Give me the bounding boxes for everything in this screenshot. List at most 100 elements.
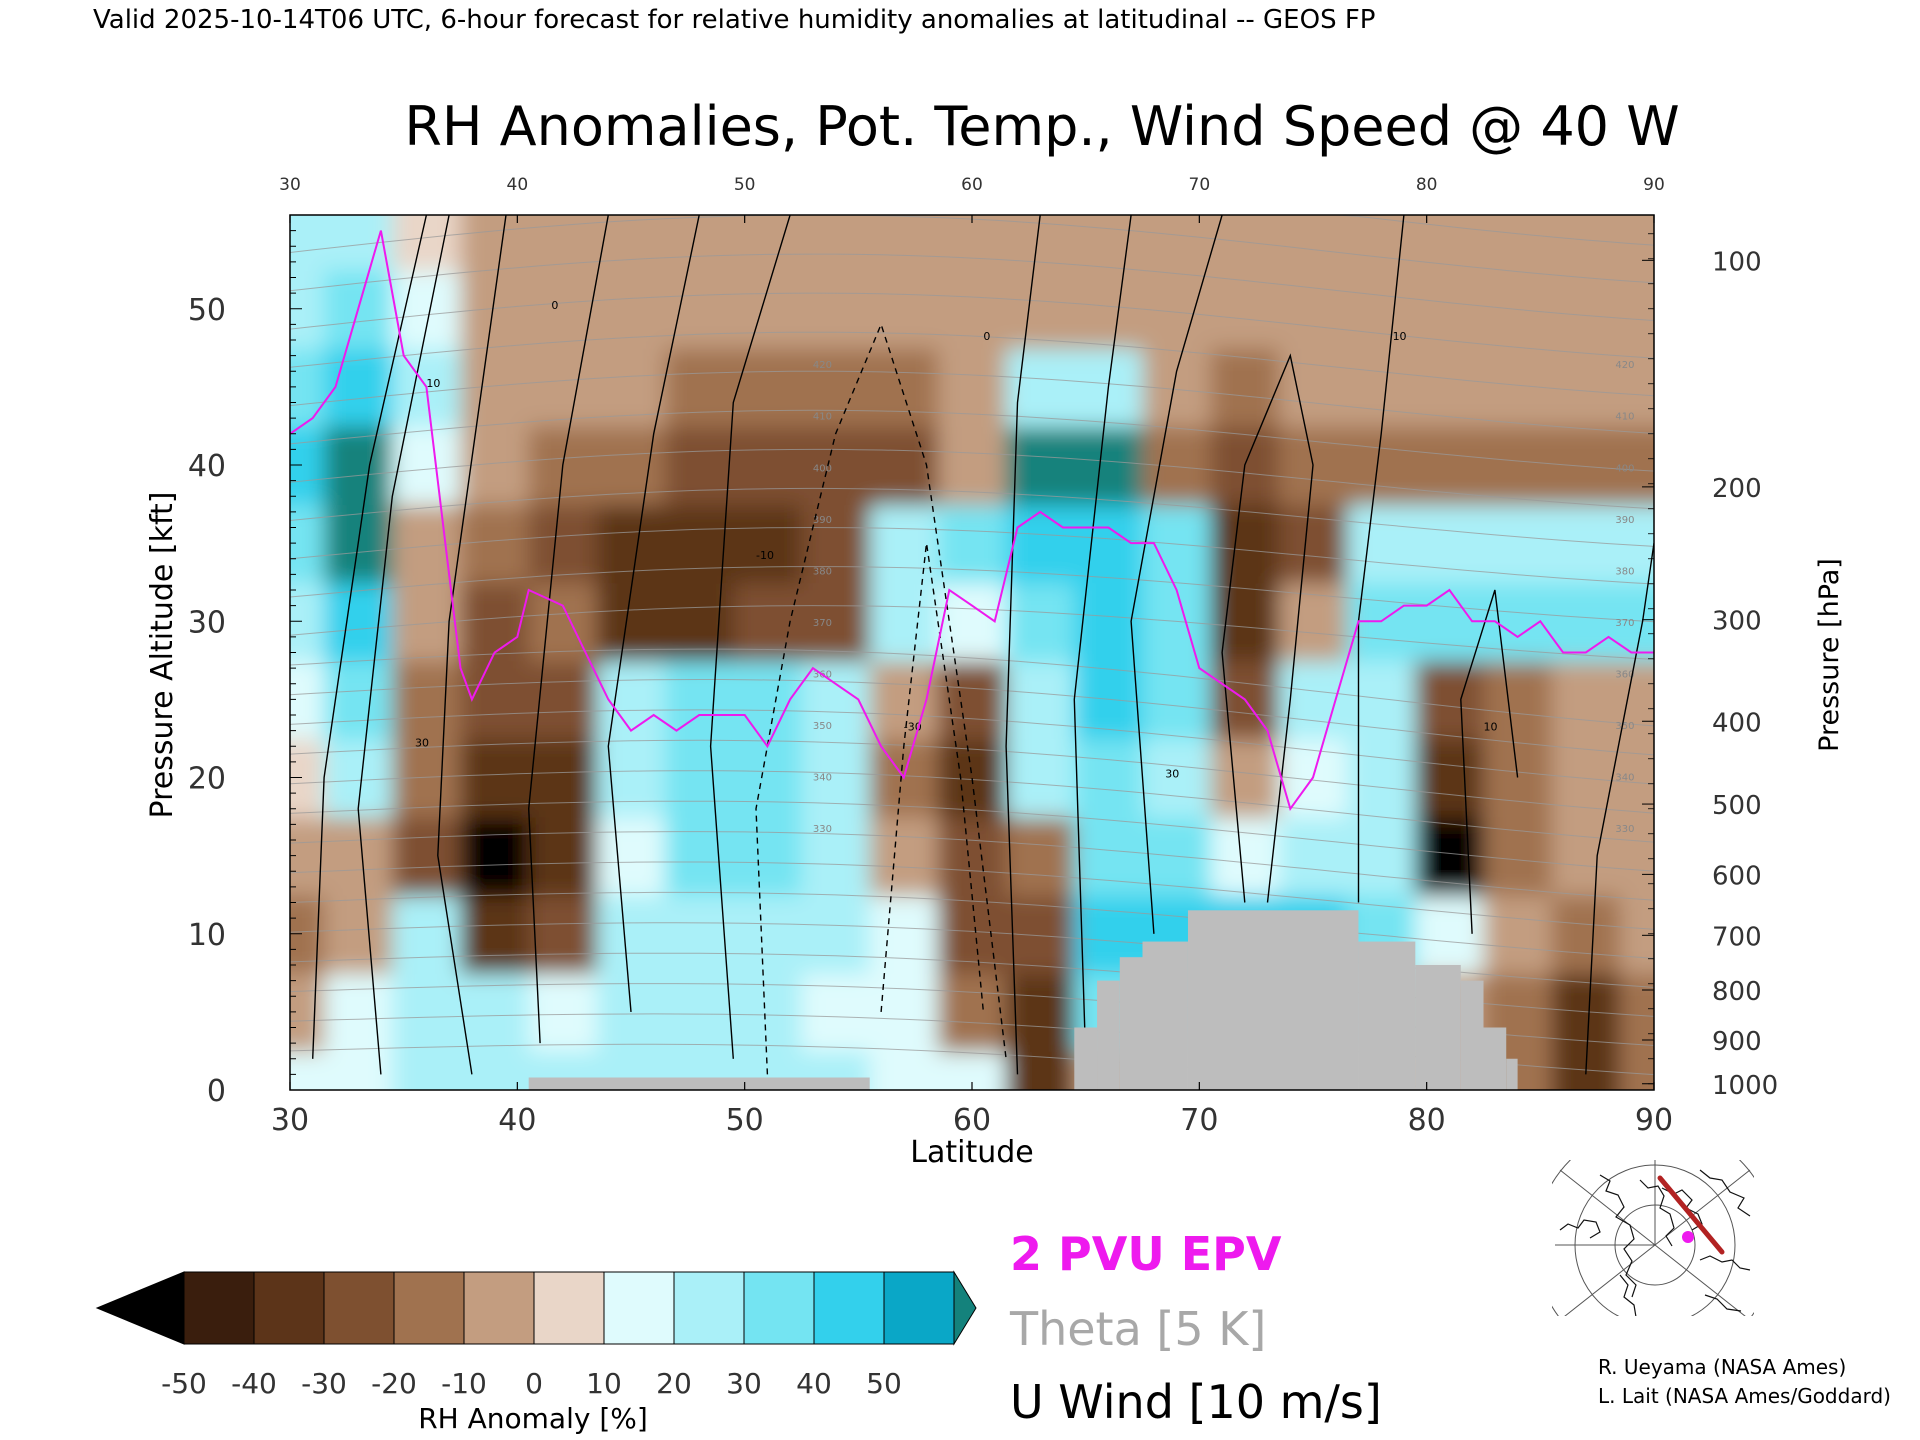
colorbar-cell: [183, 1271, 255, 1345]
rh-cell: [1551, 215, 1621, 271]
legend-epv: 2 PVU EPV: [1010, 1227, 1282, 1281]
theta-contour-label: 410: [813, 412, 832, 423]
colorbar-cells: [95, 1270, 977, 1346]
rh-cell: [733, 504, 803, 584]
rh-cell: [665, 215, 735, 271]
x-tick-label: 30: [271, 1103, 309, 1138]
rh-cell: [596, 660, 667, 740]
rh-cell: [596, 894, 667, 974]
rh-cell: [324, 816, 394, 896]
rh-cell: [392, 972, 462, 1052]
rh-cell: [869, 816, 939, 896]
rh-cell: [1483, 816, 1553, 896]
rh-cell: [869, 1050, 939, 1090]
map-graticule: [1552, 1160, 1754, 1316]
theta-contour-line: [290, 370, 1654, 434]
u-wind-contour-label: 0: [551, 299, 558, 312]
map-track: [1657, 1175, 1725, 1255]
rh-cell: [937, 816, 1008, 896]
rh-cell: [460, 1050, 530, 1090]
rh-cell: [665, 738, 735, 818]
rh-cell: [1551, 269, 1621, 349]
y-right-tick-label: 600: [1712, 861, 1762, 891]
colorbar-cell: [253, 1271, 325, 1345]
rh-cell: [937, 972, 1008, 1052]
u-wind-contour-line: [1005, 215, 1041, 1075]
rh-cell: [869, 894, 939, 974]
theta-contour-line: [290, 292, 1654, 359]
epv-2pvu-line: [290, 230, 1654, 812]
colorbar-label: RH Anomaly [%]: [418, 1402, 648, 1435]
x-top-tick-label: 50: [734, 175, 756, 195]
rh-cell: [1006, 738, 1076, 818]
x-top-tick-label: 90: [1643, 175, 1665, 195]
y-right-tick-label: 700: [1712, 922, 1762, 952]
theta-contour-line: [290, 800, 1654, 872]
x-tick-label: 40: [498, 1103, 536, 1138]
y-right-tick-label: 300: [1712, 607, 1762, 637]
colorbar-tick-label: 10: [586, 1367, 622, 1400]
rh-cell: [1483, 425, 1553, 506]
rh-cell: [733, 347, 803, 427]
rh-cell: [1619, 347, 1654, 427]
rh-cell: [392, 269, 462, 349]
rh-cell: [1278, 816, 1349, 896]
rh-cell: [528, 215, 598, 271]
rh-cell: [460, 347, 530, 427]
colorbar-cell: [323, 1271, 395, 1345]
u-wind-contour-line: [1460, 589, 1519, 934]
rh-cell: [460, 269, 530, 349]
rh-cell: [460, 660, 530, 740]
rh-cell: [801, 582, 871, 662]
terrain-mask: [528, 910, 1518, 1090]
rh-cell: [1551, 660, 1621, 740]
theta-contour-label: 370: [1615, 618, 1634, 629]
y-right-tick-label: 100: [1712, 247, 1762, 277]
rh-cell: [733, 215, 803, 271]
x-top-tick-label: 80: [1416, 175, 1438, 195]
colorbar-cell: [673, 1271, 745, 1345]
rh-cell: [1619, 660, 1654, 740]
x-tick-label: 90: [1635, 1103, 1673, 1138]
theta-contour-label: 380: [813, 566, 832, 577]
rh-cell: [665, 816, 735, 896]
y-axis-left: 0 10 20 30 40 50: [188, 230, 302, 1109]
rh-cell: [1142, 425, 1212, 506]
rh-cell: [665, 660, 735, 740]
rh-cell: [1347, 504, 1417, 584]
theta-contour-label: 330: [813, 824, 832, 835]
rh-cell: [1551, 894, 1621, 974]
y-axis-left-label: Pressure Altitude [kft]: [145, 492, 180, 819]
terrain-block: [1506, 1058, 1518, 1090]
rh-cell: [1278, 347, 1349, 427]
rh-cell: [1278, 660, 1349, 740]
u-wind-contour-line: [1585, 542, 1654, 1075]
rh-cell: [1006, 269, 1076, 349]
theta-contour-label: 420: [813, 360, 832, 371]
rh-cell: [460, 215, 530, 271]
colorbar-tick-label: 30: [726, 1367, 762, 1400]
colorbar-tick-label: 20: [656, 1367, 692, 1400]
credit-line-1: R. Ueyama (NASA Ames): [1598, 1355, 1846, 1379]
colorbar-tick-label: -20: [371, 1367, 417, 1400]
legend: 2 PVU EPV Theta [5 K] U Wind [10 m/s]: [1009, 1227, 1382, 1429]
rh-cell: [665, 347, 735, 427]
rh-cell: [596, 738, 667, 818]
rh-cell: [665, 582, 735, 662]
rh-cell: [801, 972, 871, 1052]
colorbar-cell: [603, 1271, 675, 1345]
colorbar-tick-label: 0: [525, 1367, 543, 1400]
rh-anomaly-heatmap: [290, 215, 1654, 1090]
rh-cell: [1006, 816, 1076, 896]
rh-cell: [460, 816, 530, 896]
u-wind-contour-line: [1130, 215, 1223, 934]
y-right-tick-label: 200: [1712, 474, 1762, 504]
terrain-block: [1460, 980, 1484, 1090]
rh-cell: [460, 504, 530, 584]
x-top-tick-label: 40: [507, 175, 529, 195]
rh-cell: [1074, 215, 1144, 271]
u-wind-contour-line: [527, 215, 609, 1044]
colorbar-tick-label: 50: [866, 1367, 902, 1400]
x-tick-label: 80: [1408, 1103, 1446, 1138]
